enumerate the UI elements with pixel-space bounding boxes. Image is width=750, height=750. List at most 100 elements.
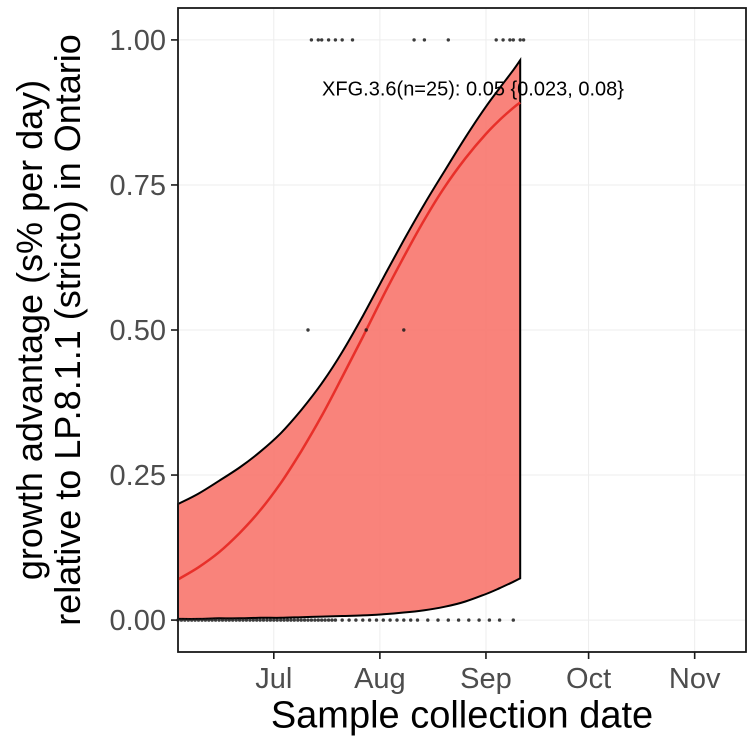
data-point <box>210 618 214 622</box>
x-tick-label: Aug <box>354 663 406 695</box>
x-tick-label: Oct <box>566 663 611 695</box>
data-point <box>196 618 201 622</box>
data-point <box>521 38 526 42</box>
data-point <box>316 38 320 42</box>
data-point <box>224 618 228 622</box>
data-point <box>190 618 194 622</box>
y-axis-title-line2: relative to LP.8.1.1 (stricto) in Ontari… <box>47 34 88 626</box>
data-point <box>511 38 515 42</box>
data-point <box>248 618 252 622</box>
x-tick-label: Nov <box>669 663 721 695</box>
data-point <box>518 38 522 42</box>
data-point <box>217 618 221 622</box>
data-point <box>456 618 461 622</box>
data-point <box>347 618 351 622</box>
fit-line <box>177 101 521 581</box>
data-point <box>409 618 413 622</box>
data-point <box>258 618 262 622</box>
data-point <box>381 618 385 622</box>
x-tick-label: Sep <box>460 663 512 695</box>
y-tick-label: 0.00 <box>110 605 166 637</box>
data-point <box>323 618 327 622</box>
data-point <box>186 618 190 622</box>
data-point <box>330 618 334 622</box>
data-point <box>296 618 300 622</box>
annotation-text: XFG.3.6(n=25): 0.05 {0.023, 0.08} <box>322 78 624 101</box>
data-point <box>467 618 471 622</box>
data-point <box>333 38 338 42</box>
data-point <box>200 618 204 622</box>
data-point <box>508 38 512 42</box>
data-point <box>446 38 450 42</box>
data-point <box>354 618 358 622</box>
data-point <box>511 618 515 622</box>
data-point <box>220 618 225 622</box>
data-point <box>193 618 197 622</box>
y-tick-label: 1.00 <box>110 25 166 57</box>
data-point <box>227 618 231 622</box>
data-point <box>364 328 368 332</box>
data-point <box>306 618 310 622</box>
data-point <box>426 618 430 622</box>
data-point <box>268 618 273 622</box>
data-point <box>446 618 450 622</box>
data-point <box>326 38 331 42</box>
data-point <box>309 38 314 42</box>
data-point <box>306 328 310 332</box>
data-point <box>299 618 303 622</box>
data-point <box>422 38 427 42</box>
data-point <box>477 618 481 622</box>
data-point <box>350 38 355 42</box>
data-point <box>320 38 324 42</box>
x-tick-label: Jul <box>255 663 292 695</box>
data-point <box>333 618 338 622</box>
y-tick-label: 0.75 <box>110 170 166 202</box>
data-point <box>237 618 242 622</box>
data-point <box>313 618 317 622</box>
data-point <box>412 38 416 42</box>
data-point <box>285 618 290 622</box>
data-point <box>402 618 406 622</box>
data-point <box>320 618 324 622</box>
data-point <box>374 618 379 622</box>
data-point <box>292 618 296 622</box>
data-point <box>261 618 266 622</box>
data-point <box>487 618 492 622</box>
data-point <box>340 618 344 622</box>
data-point <box>234 618 238 622</box>
data-point <box>179 618 184 622</box>
data-point <box>494 38 498 42</box>
data-point <box>309 618 314 622</box>
data-point <box>367 618 372 622</box>
data-point <box>497 618 502 622</box>
data-point <box>279 618 283 622</box>
data-point <box>361 618 365 622</box>
data-point <box>402 328 406 332</box>
data-point <box>436 618 440 622</box>
y-tick-label: 0.25 <box>110 460 166 492</box>
data-point <box>415 618 420 622</box>
data-point <box>203 618 208 622</box>
data-point <box>265 618 269 622</box>
data-point <box>395 618 399 622</box>
data-point <box>501 38 505 42</box>
data-point <box>251 618 255 622</box>
data-point <box>316 618 320 622</box>
data-point <box>207 618 211 622</box>
data-point <box>213 618 218 622</box>
x-axis-title: Sample collection date <box>270 694 654 737</box>
data-point <box>272 618 276 622</box>
data-point <box>275 618 279 622</box>
data-point <box>231 618 235 622</box>
data-point <box>388 618 392 622</box>
data-point <box>340 38 344 42</box>
data-point <box>302 618 307 622</box>
data-point <box>282 618 286 622</box>
confidence-ribbon <box>177 57 522 620</box>
data-point <box>326 618 331 622</box>
y-tick-label: 0.50 <box>110 315 166 347</box>
data-point <box>255 618 259 622</box>
data-point <box>183 618 187 622</box>
